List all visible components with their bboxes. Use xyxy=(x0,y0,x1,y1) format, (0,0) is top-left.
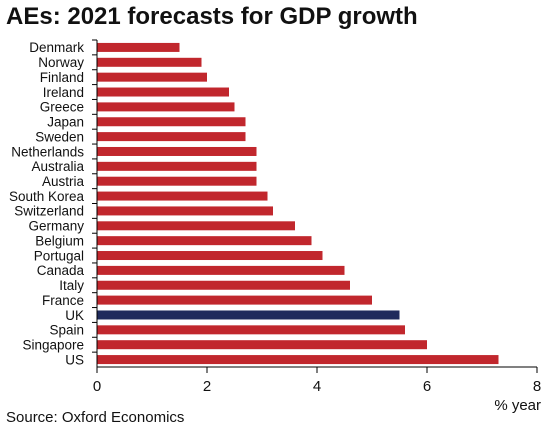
bar-singapore xyxy=(97,340,427,350)
category-label-uk: UK xyxy=(65,308,84,323)
category-label-norway: Norway xyxy=(38,55,84,70)
category-label-spain: Spain xyxy=(49,323,84,338)
bars-layer xyxy=(97,42,499,365)
x-tick-labels: 0 2 4 6 8 xyxy=(93,378,541,395)
x-axis xyxy=(92,39,538,373)
bar-denmark xyxy=(97,42,180,52)
bar-netherlands xyxy=(97,146,257,156)
x-tick-label: 6 xyxy=(423,378,431,395)
bar-sweden xyxy=(97,132,246,142)
category-label-austria: Austria xyxy=(42,174,85,189)
category-label-japan: Japan xyxy=(47,115,84,130)
category-label-france: France xyxy=(42,293,84,308)
category-label-greece: Greece xyxy=(40,100,84,115)
bar-belgium xyxy=(97,236,312,246)
category-label-denmark: Denmark xyxy=(29,40,84,55)
category-label-switzerland: Switzerland xyxy=(14,204,84,219)
category-labels: DenmarkNorwayFinlandIrelandGreeceJapanSw… xyxy=(9,40,85,367)
bar-switzerland xyxy=(97,206,273,216)
x-tick-label: 0 xyxy=(93,378,101,395)
x-tick-label: 8 xyxy=(533,378,541,395)
category-label-us: US xyxy=(65,352,84,367)
bar-japan xyxy=(97,117,246,127)
bar-france xyxy=(97,295,372,305)
category-label-canada: Canada xyxy=(37,263,85,278)
category-label-germany: Germany xyxy=(28,219,84,234)
x-tick-label: 2 xyxy=(203,378,211,395)
bar-finland xyxy=(97,72,207,82)
category-label-south-korea: South Korea xyxy=(9,189,85,204)
category-label-ireland: Ireland xyxy=(43,85,84,100)
bar-canada xyxy=(97,265,345,275)
x-tick-label: 4 xyxy=(313,378,321,395)
category-label-australia: Australia xyxy=(31,159,84,174)
category-label-belgium: Belgium xyxy=(35,233,84,248)
bar-uk xyxy=(97,310,400,320)
bar-norway xyxy=(97,57,202,67)
bar-greece xyxy=(97,102,235,112)
category-label-singapore: Singapore xyxy=(22,338,84,353)
category-label-sweden: Sweden xyxy=(35,129,84,144)
bar-ireland xyxy=(97,87,229,97)
bar-austria xyxy=(97,176,257,186)
x-axis-label: % year xyxy=(494,397,541,414)
bar-south-korea xyxy=(97,191,268,201)
bar-italy xyxy=(97,280,350,290)
bar-spain xyxy=(97,325,405,335)
bar-us xyxy=(97,355,499,365)
bar-germany xyxy=(97,221,295,231)
category-label-italy: Italy xyxy=(59,278,84,293)
category-label-finland: Finland xyxy=(40,70,84,85)
bar-australia xyxy=(97,161,257,171)
source-note: Source: Oxford Economics xyxy=(6,409,185,426)
category-label-netherlands: Netherlands xyxy=(11,144,84,159)
category-label-portugal: Portugal xyxy=(34,248,84,263)
chart-title: AEs: 2021 forecasts for GDP growth xyxy=(6,3,418,30)
bar-portugal xyxy=(97,251,323,261)
